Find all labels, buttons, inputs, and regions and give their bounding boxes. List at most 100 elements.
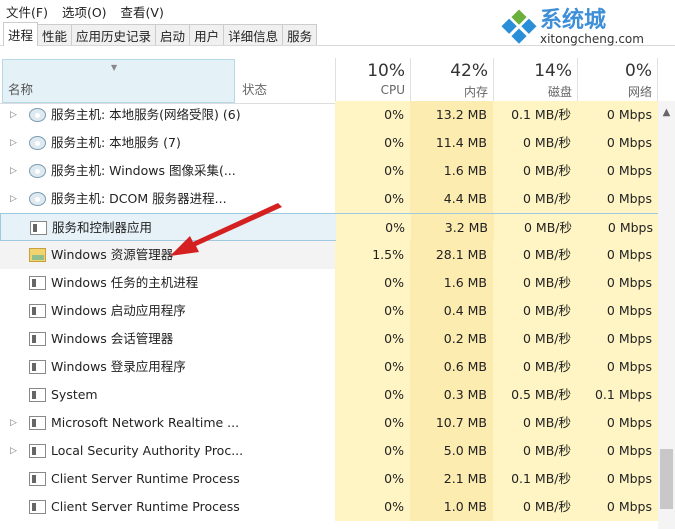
cpu-value: 0% [335,437,410,465]
network-value: 0 Mbps [577,465,658,493]
process-name: 服务主机: Windows 图像采集(... [51,163,236,178]
process-row[interactable]: Windows 启动应用程序 0% 0.4 MB 0 MB/秒 0 Mbps [0,297,658,325]
process-row[interactable]: ▷ 服务主机: 本地服务 (7) 0% 11.4 MB 0 MB/秒 0 Mbp… [0,129,658,157]
process-name: Windows 登录应用程序 [51,359,186,374]
scroll-thumb[interactable] [660,449,673,509]
process-name: System [51,387,98,402]
expand-chevron-icon[interactable]: ▷ [10,166,17,176]
process-name: 服务主机: 本地服务(网络受限) (6) [51,107,241,122]
process-row[interactable]: Windows 会话管理器 0% 0.2 MB 0 MB/秒 0 Mbps [0,325,658,353]
network-value: 0 Mbps [577,241,658,269]
scroll-up-icon[interactable]: ▲ [662,107,671,118]
network-label: 网络 [627,85,652,99]
expand-chevron-icon[interactable]: ▷ [10,418,17,428]
expand-chevron-icon[interactable]: ▷ [10,446,17,456]
disk-value: 0 MB/秒 [493,157,577,185]
cpu-value: 0% [335,269,410,297]
disk-total: 14% [534,61,572,81]
disk-value: 0 MB/秒 [493,129,577,157]
memory-value: 2.1 MB [410,465,493,493]
memory-value: 10.7 MB [410,409,493,437]
tab-users[interactable]: 用户 [189,24,225,45]
memory-value: 11.4 MB [410,129,493,157]
process-row[interactable]: Client Server Runtime Process 0% 2.1 MB … [0,465,658,493]
process-name: Windows 资源管理器 [51,247,174,262]
column-disk[interactable]: 14% 磁盘 [493,58,577,104]
column-memory[interactable]: 42% 内存 [410,58,493,104]
network-value: 0 Mbps [577,269,658,297]
expand-chevron-icon[interactable]: ▷ [10,194,17,204]
column-name[interactable]: ▼ 名称 [2,59,235,103]
menu-bar: 文件(F) 选项(O) 查看(V) [0,0,675,22]
disk-value: 0 MB/秒 [493,297,577,325]
expand-chevron-icon[interactable]: ▷ [10,138,17,148]
window-icon [29,332,46,346]
process-list: ▷ 服务主机: 本地服务(网络受限) (6) 0% 13.2 MB 0.1 MB… [0,101,659,521]
process-name: Windows 任务的主机进程 [51,275,199,290]
cpu-value: 0% [335,101,410,129]
process-row[interactable]: ▷ 服务主机: 本地服务(网络受限) (6) 0% 13.2 MB 0.1 MB… [0,101,658,129]
tab-processes[interactable]: 进程 [3,22,39,46]
disk-value: 0 MB/秒 [493,493,577,521]
menu-options[interactable]: 选项(O) [61,4,107,20]
tab-app-history[interactable]: 应用历史记录 [71,24,157,45]
column-status[interactable]: 状态 [242,82,268,97]
memory-value: 1.6 MB [410,157,493,185]
disk-value: 0 MB/秒 [494,214,578,242]
cpu-value: 0% [335,353,410,381]
network-value: 0 Mbps [577,437,658,465]
logo-diamond-icon [501,9,537,44]
tab-services[interactable]: 服务 [282,24,318,45]
tab-details[interactable]: 详细信息 [223,24,284,45]
network-value: 0 Mbps [577,493,658,521]
process-row[interactable]: System 0% 0.3 MB 0.5 MB/秒 0.1 Mbps [0,381,658,409]
process-row[interactable]: ▷ Local Security Authority Proc... 0% 5.… [0,437,658,465]
window-icon [29,416,46,430]
column-header: ▼ 名称 状态 10% CPU 42% 内存 14% 磁盘 0% 网络 [0,58,675,104]
window-icon [29,360,46,374]
sort-caret-icon: ▼ [111,63,118,72]
scrollbar[interactable]: ▲ [658,101,675,529]
cpu-value: 0% [335,185,410,213]
expand-chevron-icon[interactable]: ▷ [10,110,17,120]
process-row[interactable]: ▷ Microsoft Network Realtime ... 0% 10.7… [0,409,658,437]
network-value: 0 Mbps [577,157,658,185]
gear-icon [29,164,46,178]
process-row[interactable]: 服务和控制器应用 0% 3.2 MB 0 MB/秒 0 Mbps [0,213,659,242]
cpu-value: 0% [335,381,410,409]
window-icon [29,444,46,458]
disk-value: 0.5 MB/秒 [493,381,577,409]
process-name: Client Server Runtime Process [51,471,240,486]
memory-total: 42% [450,61,488,81]
process-name: Windows 会话管理器 [51,331,174,346]
menu-file[interactable]: 文件(F) [6,4,48,20]
process-row[interactable]: ▷ 服务主机: DCOM 服务器进程... 0% 4.4 MB 0 MB/秒 0… [0,185,658,213]
process-row[interactable]: Windows 任务的主机进程 0% 1.6 MB 0 MB/秒 0 Mbps [0,269,658,297]
cpu-value: 0% [335,409,410,437]
tab-bar: 进程 性能 应用历史记录 启动 用户 详细信息 服务 [0,22,675,46]
tab-startup[interactable]: 启动 [155,24,191,45]
cpu-value: 1.5% [335,241,410,269]
cpu-label: CPU [380,83,405,97]
process-row[interactable]: Windows 资源管理器 1.5% 28.1 MB 0 MB/秒 0 Mbps [0,241,658,269]
disk-value: 0 MB/秒 [493,409,577,437]
cpu-value: 0% [335,129,410,157]
memory-value: 5.0 MB [410,437,493,465]
memory-value: 13.2 MB [410,101,493,129]
gear-icon [29,192,46,206]
process-name: Client Server Runtime Process [51,499,240,514]
process-row[interactable]: ▷ 服务主机: Windows 图像采集(... 0% 1.6 MB 0 MB/… [0,157,658,185]
process-row[interactable]: Client Server Runtime Process 0% 1.0 MB … [0,493,658,521]
network-value: 0 Mbps [577,185,658,213]
window-icon [29,276,46,290]
process-row[interactable]: Windows 登录应用程序 0% 0.6 MB 0 MB/秒 0 Mbps [0,353,658,381]
column-cpu[interactable]: 10% CPU [335,58,410,104]
process-name: Microsoft Network Realtime ... [51,415,240,430]
gear-icon [29,136,46,150]
menu-view[interactable]: 查看(V) [120,4,164,20]
column-network[interactable]: 0% 网络 [577,58,658,104]
disk-value: 0 MB/秒 [493,325,577,353]
tab-performance[interactable]: 性能 [37,24,73,45]
window-icon [29,500,46,514]
disk-value: 0 MB/秒 [493,241,577,269]
